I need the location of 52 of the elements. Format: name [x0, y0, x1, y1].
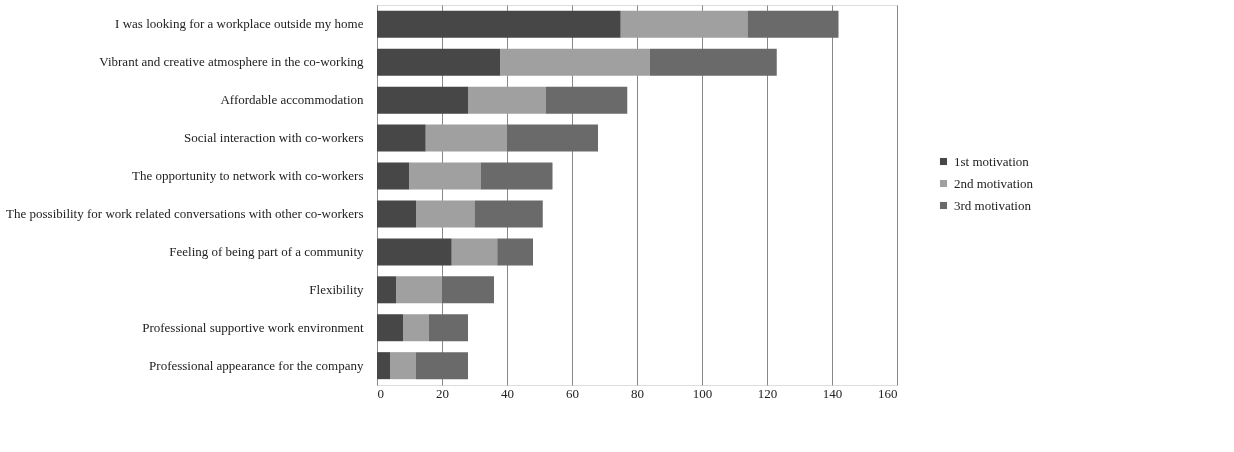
y-tick-label: Vibrant and creative atmosphere in the co-working	[99, 54, 364, 70]
y-tick-label: Feeling of being part of a community	[169, 243, 364, 259]
bar	[377, 124, 426, 152]
bar	[546, 86, 628, 114]
y-tick-label: Affordable accommodation	[220, 92, 364, 108]
legend-label: 3rd motivation	[954, 197, 1032, 213]
x-tick-label: 40	[501, 385, 514, 401]
bar	[650, 48, 777, 76]
bar	[500, 48, 650, 76]
y-tick-label: Professional supportive work environment	[142, 319, 364, 335]
x-tick-label: 80	[631, 385, 644, 401]
y-tick-label: Professional appearance for the company	[149, 357, 364, 373]
x-tick-label: 160	[878, 385, 898, 401]
bar	[377, 238, 452, 266]
y-tick-label: The opportunity to network with co-workers	[132, 168, 364, 184]
bar	[442, 276, 494, 304]
x-tick-label: 20	[436, 385, 449, 401]
bar	[377, 276, 397, 304]
x-tick-label: 120	[757, 385, 778, 401]
bar	[429, 314, 468, 342]
bar	[425, 124, 507, 152]
y-tick-label: Social interaction with co-workers	[184, 130, 364, 146]
bar	[416, 352, 468, 380]
bar	[481, 162, 553, 190]
bar	[451, 238, 498, 266]
x-tick-label: 100	[692, 385, 713, 401]
bar	[377, 352, 390, 380]
legend-label: 1st motivation	[954, 153, 1030, 169]
bar	[468, 86, 546, 114]
bar	[396, 276, 442, 304]
bar	[377, 200, 416, 228]
bar	[620, 10, 748, 38]
bar	[416, 200, 475, 228]
bar	[377, 162, 410, 190]
bar	[474, 200, 543, 228]
bar	[377, 10, 621, 38]
bar	[377, 314, 403, 342]
y-tick-label: I was looking for a workplace outside my home	[115, 16, 364, 32]
bar	[409, 162, 481, 190]
x-tick-label: 140	[822, 385, 843, 401]
bar	[507, 124, 598, 152]
x-tick-label: 0	[377, 385, 384, 401]
legend-label: 2nd motivation	[954, 175, 1034, 191]
bar	[377, 48, 501, 76]
x-tick-label: 60	[566, 385, 579, 401]
y-tick-label: The possibility for work related conversations with other co-workers	[6, 205, 364, 221]
bar	[377, 86, 468, 114]
bar	[390, 352, 416, 380]
bar	[403, 314, 429, 342]
bar	[497, 238, 533, 266]
y-tick-label: Flexibility	[309, 281, 364, 297]
bar	[747, 10, 839, 38]
